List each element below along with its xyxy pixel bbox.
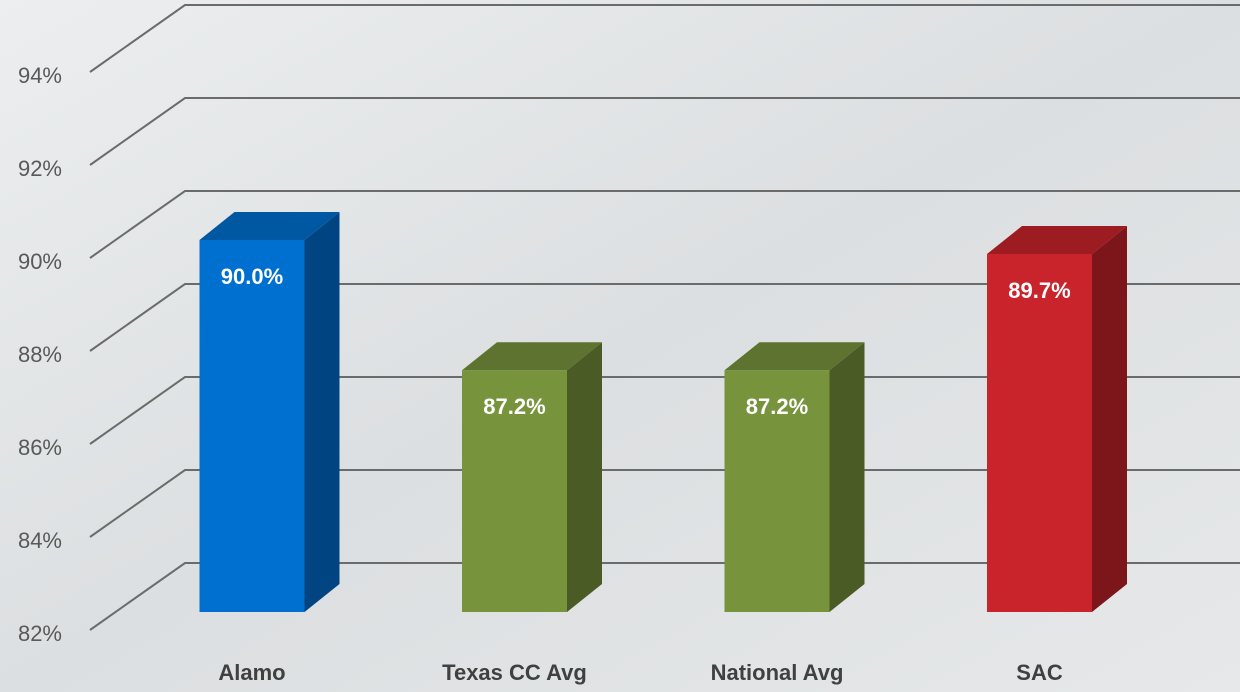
y-tick-label: 94% — [18, 63, 62, 88]
chart: 82% 84% 86% 88% 90% 92% 94% 90.0% Alamo 87.2% Texa… — [0, 0, 1240, 692]
value-label: 87.2% — [746, 394, 808, 419]
bar-side — [830, 342, 865, 612]
value-label: 87.2% — [483, 394, 545, 419]
y-tick-label: 88% — [18, 342, 62, 367]
bar-side — [305, 212, 340, 612]
x-tick-label: Alamo — [218, 660, 285, 685]
x-tick-label: Texas CC Avg — [442, 660, 587, 685]
y-tick-label: 84% — [18, 528, 62, 553]
bar — [200, 240, 305, 612]
x-tick-label: National Avg — [711, 660, 844, 685]
x-tick-label: SAC — [1016, 660, 1063, 685]
value-label: 89.7% — [1008, 278, 1070, 303]
value-label: 90.0% — [221, 264, 283, 289]
y-tick-label: 82% — [18, 621, 62, 646]
bar — [987, 254, 1092, 612]
bar-side — [567, 342, 602, 612]
bar-side — [1092, 226, 1127, 612]
y-tick-label: 90% — [18, 249, 62, 274]
y-tick-label: 86% — [18, 435, 62, 460]
page: 82% 84% 86% 88% 90% 92% 94% 90.0% Alamo 87.2% Texa… — [0, 0, 1240, 692]
y-tick-label: 92% — [18, 156, 62, 181]
